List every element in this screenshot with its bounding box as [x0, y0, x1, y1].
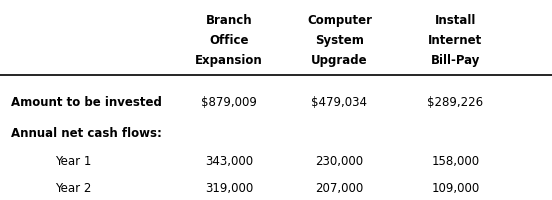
Text: Year 2: Year 2	[55, 181, 92, 194]
Text: Upgrade: Upgrade	[311, 54, 368, 67]
Text: 158,000: 158,000	[431, 154, 480, 167]
Text: Expansion: Expansion	[195, 54, 263, 67]
Text: Bill-Pay: Bill-Pay	[431, 54, 480, 67]
Text: 207,000: 207,000	[315, 181, 364, 194]
Text: Computer: Computer	[307, 14, 372, 27]
Text: Internet: Internet	[428, 34, 482, 47]
Text: 230,000: 230,000	[315, 154, 364, 167]
Text: Year 1: Year 1	[55, 154, 92, 167]
Text: 319,000: 319,000	[205, 181, 253, 194]
Text: 109,000: 109,000	[431, 181, 480, 194]
Text: Branch: Branch	[206, 14, 252, 27]
Text: Install: Install	[435, 14, 476, 27]
Text: Amount to be invested: Amount to be invested	[11, 96, 162, 109]
Text: Office: Office	[209, 34, 249, 47]
Text: $879,009: $879,009	[201, 96, 257, 109]
Text: Annual net cash flows:: Annual net cash flows:	[11, 126, 162, 139]
Text: System: System	[315, 34, 364, 47]
Text: $289,226: $289,226	[427, 96, 484, 109]
Text: $479,034: $479,034	[311, 96, 368, 109]
Text: 343,000: 343,000	[205, 154, 253, 167]
